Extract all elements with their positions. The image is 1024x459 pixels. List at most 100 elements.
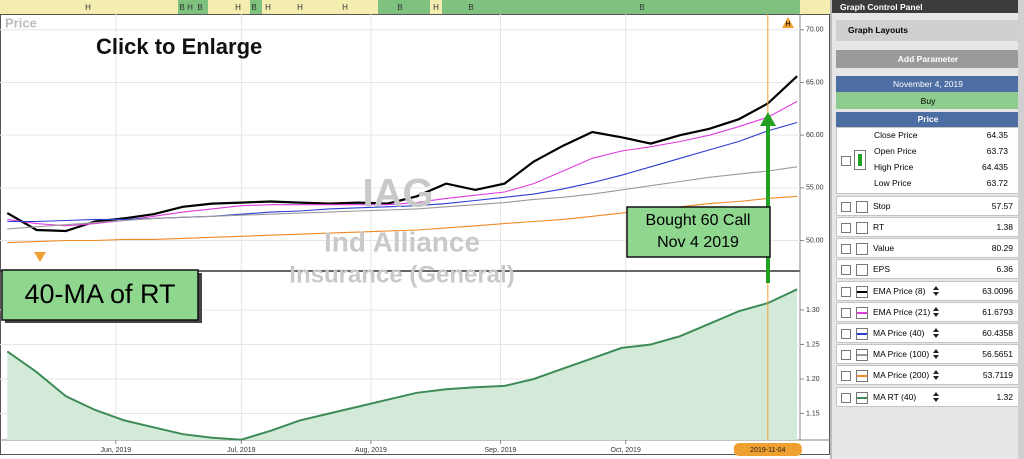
signal-label: H	[297, 3, 303, 12]
swatch	[856, 328, 868, 340]
price-header: Price	[836, 112, 1020, 127]
checkbox[interactable]	[841, 223, 851, 233]
trade-note: Bought 60 Call	[646, 212, 751, 229]
price-field-label: Close Price	[874, 130, 918, 140]
sort-arrows	[933, 313, 939, 317]
swatch-line	[857, 291, 867, 293]
date-bar: November 4, 2019	[836, 76, 1020, 92]
peak-marker-shape	[782, 17, 794, 28]
candle-swatch	[854, 150, 866, 170]
swatch-line	[857, 375, 867, 377]
strip-buy-zone	[378, 0, 430, 14]
parameter-value: 6.36	[996, 264, 1013, 274]
swatch	[856, 243, 868, 255]
sort-arrows	[933, 292, 939, 296]
sort-arrows	[933, 370, 939, 374]
swatch-line	[857, 312, 867, 314]
checkbox[interactable]	[841, 371, 851, 381]
swatch	[856, 201, 868, 213]
checkbox[interactable]	[841, 265, 851, 275]
watermark-name: Ind Alliance	[324, 226, 480, 257]
parameter-value: 60.4358	[982, 328, 1013, 338]
parameter-value: 1.32	[996, 392, 1013, 402]
y-tick-label: 70.00	[806, 27, 824, 34]
strip-buy-zone	[442, 0, 800, 14]
parameter-row: MA RT (40) 1.32	[836, 387, 1020, 407]
y-tick-label: 50.00	[806, 237, 824, 244]
series-line	[7, 166, 798, 230]
layouts-header[interactable]: Graph Layouts	[836, 20, 1020, 41]
checkbox[interactable]	[841, 244, 851, 254]
parameter-value: 80.29	[991, 243, 1013, 253]
parameter-row: MA Price (200) 53.7119	[836, 365, 1020, 385]
parameter-value: 53.7119	[982, 370, 1013, 380]
price-field-label: High Price	[874, 162, 914, 172]
sort-arrows	[933, 392, 939, 396]
rt-note: 40-MA of RT	[24, 279, 175, 309]
swatch	[856, 222, 868, 234]
swatch-line	[857, 333, 867, 335]
checkbox[interactable]	[841, 393, 851, 403]
signal-label: B	[251, 3, 256, 12]
trade-note: Nov 4 2019	[657, 234, 739, 251]
sort-arrows	[933, 334, 939, 338]
checkbox[interactable]	[841, 287, 851, 297]
signal-label: B	[179, 3, 184, 12]
parameter-value: 56.5651	[982, 349, 1013, 359]
arrow-head	[760, 112, 776, 126]
signal-label: H	[342, 3, 348, 12]
parameter-label: Stop	[873, 201, 891, 211]
signal-bar: Buy	[836, 92, 1020, 109]
swatch	[856, 286, 868, 298]
add-parameter-button[interactable]: Add Parameter	[836, 50, 1020, 68]
parameter-value: 1.38	[996, 222, 1013, 232]
parameter-label: MA Price (40)	[873, 328, 925, 338]
signal-label: H	[85, 3, 91, 12]
x-tick-label: Sep, 2019	[485, 447, 517, 454]
y-tick-label: 1.25	[806, 341, 820, 348]
parameter-value: 57.57	[991, 201, 1013, 211]
checkbox[interactable]	[841, 308, 851, 318]
y-tick-label: 1.15	[806, 410, 820, 417]
swatch	[856, 349, 868, 361]
y-tick-label: 1.30	[806, 307, 820, 314]
parameter-value: 63.0096	[982, 286, 1013, 296]
signal-label: B	[197, 3, 202, 12]
cursor-badge	[733, 443, 802, 456]
swatch-line	[857, 354, 867, 356]
scrollbar[interactable]	[1018, 0, 1024, 459]
signal-label: B	[468, 3, 473, 12]
rt-box	[1, 269, 199, 321]
checkbox[interactable]	[841, 156, 851, 166]
strip-buy-zone	[178, 0, 208, 14]
enlarge-note[interactable]: Click to Enlarge	[96, 34, 262, 59]
watermark: IAG Ind Alliance Insurance (General)	[289, 172, 514, 289]
swatch-line	[857, 397, 867, 399]
parameter-label: MA Price (200)	[873, 370, 930, 380]
price-field-label: Low Price	[874, 178, 912, 188]
x-tick-label: Jul, 2019	[227, 447, 256, 454]
series-line	[6, 75, 798, 233]
checkbox[interactable]	[841, 350, 851, 360]
strip-buy-zone	[250, 0, 262, 14]
parameter-row: MA Price (40) 60.4358	[836, 323, 1020, 343]
price-field-label: Open Price	[874, 146, 917, 156]
control-panel: Graph Control Panel Graph Layouts Add Pa…	[830, 0, 1024, 459]
sort-arrows	[933, 307, 939, 311]
area-fill	[7, 289, 798, 440]
parameter-row: MA Price (100) 56.5651	[836, 344, 1020, 364]
sort-arrows	[933, 328, 939, 332]
watermark-ticker: IAG	[362, 172, 433, 216]
y-tick-label: 60.00	[806, 132, 824, 139]
parameter-label: EMA Price (21)	[873, 307, 931, 317]
signal-label: B	[639, 3, 644, 12]
trade-box	[626, 206, 771, 258]
signal-label: H	[433, 3, 439, 12]
checkbox[interactable]	[841, 329, 851, 339]
price-field-value: 64.435	[982, 162, 1008, 172]
sort-arrows	[933, 355, 939, 359]
panel-title: Price	[5, 15, 37, 30]
checkbox[interactable]	[841, 202, 851, 212]
